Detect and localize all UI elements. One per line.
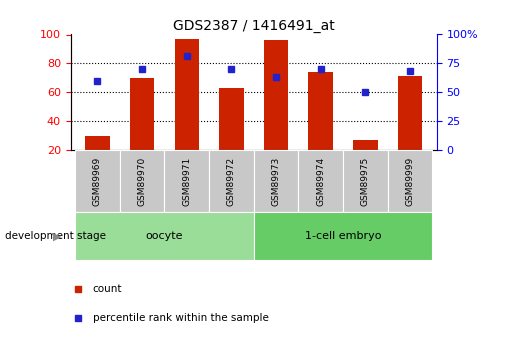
Bar xyxy=(388,150,432,212)
Bar xyxy=(75,150,120,212)
Text: GSM89975: GSM89975 xyxy=(361,157,370,206)
Text: development stage: development stage xyxy=(5,231,106,241)
Bar xyxy=(298,150,343,212)
Bar xyxy=(353,140,378,150)
Bar xyxy=(254,212,432,260)
Text: count: count xyxy=(93,284,122,294)
Text: ▶: ▶ xyxy=(53,231,62,241)
Text: oocyte: oocyte xyxy=(146,231,183,241)
Text: GSM89973: GSM89973 xyxy=(272,157,281,206)
Text: GSM89972: GSM89972 xyxy=(227,157,236,206)
Title: GDS2387 / 1416491_at: GDS2387 / 1416491_at xyxy=(173,19,335,33)
Bar xyxy=(309,72,333,150)
Bar xyxy=(130,78,155,150)
Bar xyxy=(398,76,422,150)
Bar xyxy=(254,150,298,212)
Bar xyxy=(209,150,254,212)
Text: GSM89974: GSM89974 xyxy=(316,157,325,206)
Bar xyxy=(219,88,244,150)
Bar xyxy=(75,212,254,260)
Text: percentile rank within the sample: percentile rank within the sample xyxy=(93,313,269,323)
Text: 1-cell embryo: 1-cell embryo xyxy=(305,231,381,241)
Text: GSM89969: GSM89969 xyxy=(93,157,102,206)
Bar xyxy=(343,150,388,212)
Text: GSM89970: GSM89970 xyxy=(138,157,146,206)
Text: GSM89999: GSM89999 xyxy=(406,157,415,206)
Bar xyxy=(85,136,110,150)
Bar xyxy=(165,150,209,212)
Bar xyxy=(264,40,288,150)
Bar xyxy=(120,150,165,212)
Bar xyxy=(175,39,199,150)
Text: GSM89971: GSM89971 xyxy=(182,157,191,206)
